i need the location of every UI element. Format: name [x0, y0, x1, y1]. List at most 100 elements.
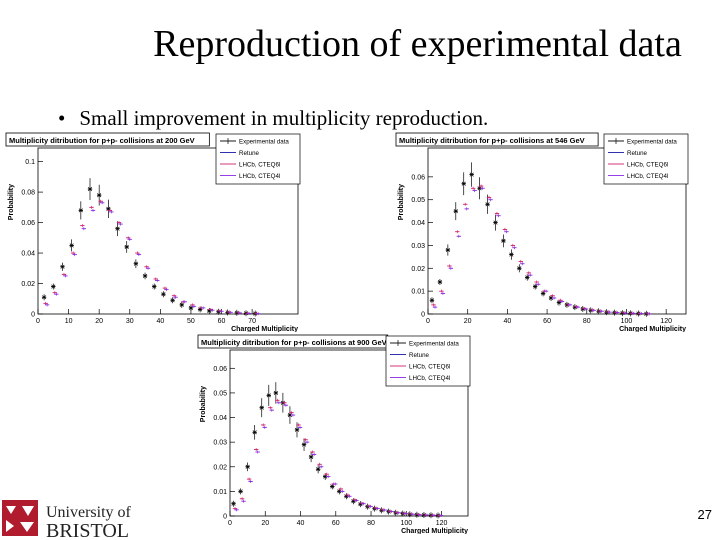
data-marker	[245, 464, 250, 469]
x-axis-label: Charged Multiplicity	[231, 326, 298, 332]
chart-title-box	[395, 132, 599, 147]
data-marker	[301, 442, 307, 447]
data-marker	[152, 284, 157, 289]
legend-entry: LHCb, CTEQ6l	[239, 162, 280, 169]
plot-frame	[37, 147, 299, 315]
data-marker	[170, 298, 175, 303]
plot-546gev: Multiplicity ditribution for p+p- collis…	[394, 132, 720, 332]
x-tick-label: 100	[621, 318, 633, 325]
x-tick-label: 60	[218, 318, 226, 325]
data-marker	[78, 208, 83, 213]
bullet-text: Small improvement in multiplicity reprod…	[79, 106, 489, 130]
bullet-point: • Small improvement in multiplicity repro…	[58, 106, 488, 131]
data-marker	[294, 427, 300, 432]
y-tick-label: 0.06	[21, 220, 35, 227]
data-marker	[493, 220, 498, 225]
legend-entry: Experimental data	[409, 341, 459, 348]
data-marker	[485, 202, 490, 207]
y-tick-label: 0	[31, 312, 35, 319]
y-axis-label: Probability	[398, 184, 405, 220]
chart-title: Multiplicity ditribution for p+p- collis…	[201, 338, 387, 347]
y-tick-label: 0.02	[213, 464, 227, 471]
x-axis-label: Charged Multiplicity	[619, 326, 686, 332]
data-marker	[259, 405, 264, 410]
x-tick-label: 20	[95, 318, 103, 325]
legend-entry: Retune	[409, 352, 430, 359]
x-tick-label: 10	[65, 318, 73, 325]
page-number: 27	[697, 507, 712, 522]
data-marker	[437, 279, 442, 285]
data-marker	[525, 275, 530, 280]
data-marker	[161, 292, 166, 297]
x-tick-label: 0	[36, 318, 40, 325]
y-tick-label: 0.01	[411, 289, 425, 296]
x-tick-label: 0	[228, 520, 232, 527]
y-tick-label: 0.06	[213, 366, 227, 373]
data-marker	[266, 393, 271, 398]
x-tick-label: 120	[436, 520, 448, 527]
y-tick-label: 0.05	[213, 390, 227, 397]
x-axis-label: Charged Multiplicity	[401, 528, 468, 534]
y-tick-label: 0.03	[213, 440, 227, 447]
legend-entry: Experimental data	[239, 139, 289, 146]
x-tick-label: 80	[367, 520, 375, 527]
y-tick-label: 0.02	[21, 281, 35, 288]
y-tick-label: 0.06	[411, 174, 425, 181]
chart-title-box	[5, 132, 210, 147]
plot-900gev: Multiplicity ditribution for p+p- collis…	[196, 334, 502, 534]
data-marker	[453, 209, 458, 214]
data-marker	[501, 238, 506, 243]
chart-title: Multiplicity ditribution for p+p- collis…	[9, 136, 195, 145]
y-tick-label: 0.05	[411, 197, 425, 204]
x-tick-label: 20	[261, 520, 269, 527]
data-marker	[42, 295, 47, 300]
y-axis-label: Probability	[8, 184, 15, 220]
data-marker	[469, 172, 474, 177]
x-tick-label: 50	[187, 318, 195, 325]
x-tick-label: 40	[297, 520, 305, 527]
x-tick-label: 40	[156, 318, 164, 325]
data-marker	[179, 302, 184, 307]
legend-entry: Retune	[627, 150, 648, 157]
data-marker	[51, 284, 56, 289]
logo-line-1: University of	[46, 504, 132, 521]
data-marker	[69, 243, 74, 248]
data-marker	[60, 264, 65, 269]
x-tick-label: 0	[426, 318, 430, 325]
logo-line-2: BRISTOL	[46, 520, 129, 540]
slide-title: Reproduction of experimental data	[153, 23, 682, 65]
x-tick-label: 30	[126, 318, 134, 325]
data-marker	[133, 261, 138, 266]
plot-200gev: Multiplicity ditribution for p+p- collis…	[4, 132, 332, 332]
y-tick-label: 0.04	[411, 220, 425, 227]
data-marker	[309, 454, 314, 459]
data-marker	[461, 181, 466, 186]
plot-frame	[427, 147, 687, 315]
data-marker	[124, 244, 129, 249]
y-tick-label: 0.04	[213, 415, 227, 422]
logo-emblem-icon	[2, 500, 38, 536]
x-tick-label: 120	[660, 318, 672, 325]
legend-entry: LHCb, CTEQ6l	[409, 364, 450, 371]
y-tick-label: 0	[421, 312, 425, 319]
y-tick-label: 0.01	[213, 489, 227, 496]
data-marker	[509, 252, 514, 257]
legend-entry: Experimental data	[627, 139, 677, 146]
data-marker	[429, 298, 435, 303]
data-marker	[273, 390, 278, 395]
data-marker	[445, 247, 450, 253]
x-tick-label: 20	[464, 318, 472, 325]
y-tick-label: 0	[223, 514, 227, 521]
y-tick-label: 0.03	[411, 243, 425, 250]
x-tick-label: 40	[503, 318, 511, 325]
y-tick-label: 0.08	[21, 190, 35, 197]
data-marker	[316, 467, 321, 472]
x-tick-label: 60	[543, 318, 551, 325]
x-tick-label: 100	[400, 520, 412, 527]
y-axis-label: Probability	[200, 386, 207, 422]
plot-frame	[229, 349, 469, 517]
data-marker	[106, 206, 111, 211]
data-marker	[231, 501, 236, 506]
data-marker	[115, 226, 120, 231]
university-logo: University of BRISTOL	[2, 500, 132, 540]
